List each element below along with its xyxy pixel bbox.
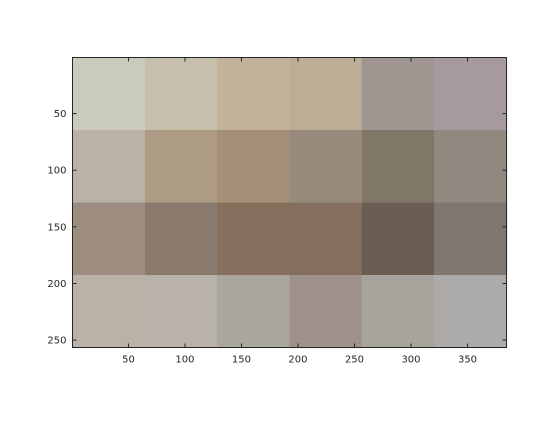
heatmap-cell <box>361 202 435 276</box>
x-tick-label: 100 <box>175 355 194 366</box>
heatmap-cell <box>361 130 435 204</box>
heatmap-cell <box>217 275 291 349</box>
y-tick-label: 100 <box>47 166 66 177</box>
y-tick-labels: 50 100 150 200 250 <box>47 109 66 347</box>
heatmap-cell <box>217 202 291 276</box>
heatmap-cell <box>434 130 508 204</box>
heatmap-cell <box>217 130 291 204</box>
heatmap-cells <box>72 57 508 349</box>
heatmap-cell <box>434 57 508 131</box>
heatmap-cell <box>72 202 146 276</box>
heatmap-cell <box>361 57 435 131</box>
x-tick-label: 150 <box>232 355 251 366</box>
x-tick-label: 250 <box>345 355 364 366</box>
axis-ticks <box>72 57 507 348</box>
x-tick-label: 350 <box>458 355 477 366</box>
y-tick-label: 200 <box>47 279 66 290</box>
heatmap-cell <box>144 202 218 276</box>
x-tick-label: 50 <box>122 355 135 366</box>
heatmap-cell <box>434 202 508 276</box>
heatmap-cell <box>361 275 435 349</box>
heatmap-cell <box>289 275 363 349</box>
heatmap-cell <box>72 275 146 349</box>
y-tick-label: 250 <box>47 336 66 347</box>
heatmap-cell <box>289 130 363 204</box>
heatmap-cell <box>144 275 218 349</box>
heatmap-cell <box>72 130 146 204</box>
heatmap-cell <box>144 57 218 131</box>
heatmap-cell <box>72 57 146 131</box>
heatmap-cell <box>289 57 363 131</box>
x-tick-label: 200 <box>288 355 307 366</box>
axes-box <box>72 57 507 348</box>
x-tick-label: 300 <box>401 355 420 366</box>
y-tick-label: 150 <box>47 222 66 233</box>
y-tick-label: 50 <box>54 109 67 120</box>
heatmap-cell <box>144 130 218 204</box>
x-tick-labels: 50 100 150 200 250 300 350 <box>122 355 477 366</box>
heatmap-cell <box>289 202 363 276</box>
heatmap-cell <box>217 57 291 131</box>
heatmap-cell <box>434 275 508 349</box>
